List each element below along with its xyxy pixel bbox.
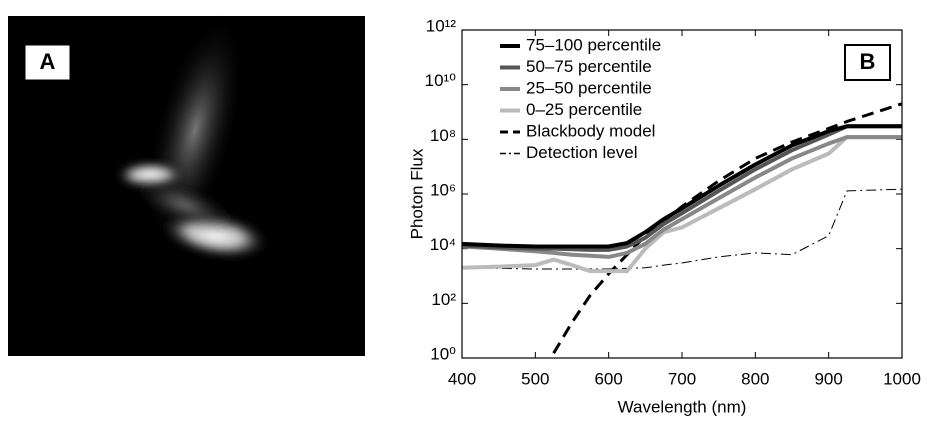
series-line: [462, 135, 902, 259]
y-tick-label: 10⁰: [430, 344, 456, 363]
panel-label-box: [24, 44, 71, 81]
x-tick-label: 800: [741, 369, 769, 388]
legend-label: 50–75 percentile: [526, 57, 652, 76]
series-line: [462, 124, 902, 249]
panel-b: B Wavelength (nm) Photon Flux 10⁰ 10² 10⁴ 1…: [407, 16, 920, 416]
y-tick-label: 10⁶: [430, 180, 456, 199]
legend-label: Detection level: [526, 143, 638, 162]
plot-frame: [461, 29, 903, 359]
x-tick-label: 500: [521, 369, 549, 388]
series-line: [462, 188, 902, 270]
x-tick-label: 400: [448, 369, 476, 388]
panel-label-box: [844, 44, 891, 81]
x-tick-label: 1000: [883, 369, 921, 388]
panel-a: A: [8, 13, 365, 356]
legend-label: 75–100 percentile: [526, 35, 661, 54]
x-tick-label: 900: [814, 369, 842, 388]
x-tick-label: 700: [668, 369, 696, 388]
panel-label: A: [40, 49, 56, 74]
legend-label: Blackbody model: [526, 121, 655, 140]
y-axis-label: Photon Flux: [407, 148, 426, 239]
legend-label: 0–25 percentile: [526, 100, 642, 119]
y-tick-label: 10¹⁰: [425, 71, 457, 90]
panel-label: B: [860, 49, 876, 74]
glow: [128, 177, 242, 233]
y-tick-label: 10²: [431, 290, 456, 309]
series-line: [462, 135, 902, 274]
y-tick-label: 10¹²: [426, 16, 457, 35]
x-axis-label: Wavelength (nm): [618, 397, 747, 416]
series-line: [552, 102, 902, 354]
y-tick-label: 10⁴: [430, 235, 456, 254]
y-tick-label: 10⁸: [430, 126, 456, 145]
series-line: [462, 124, 902, 252]
x-tick-label: 600: [594, 369, 622, 388]
legend-label: 25–50 percentile: [526, 78, 652, 97]
